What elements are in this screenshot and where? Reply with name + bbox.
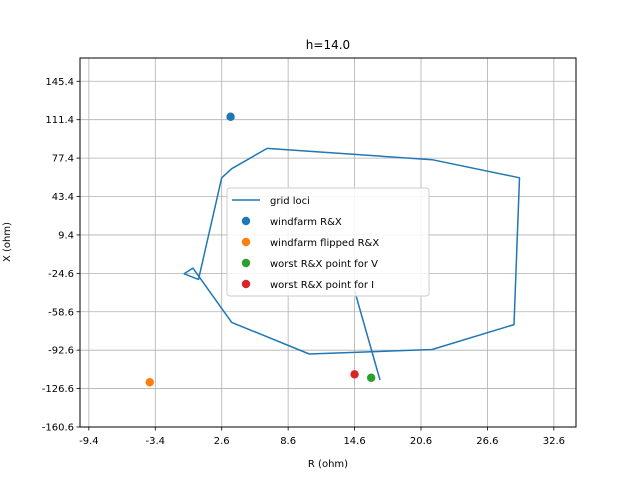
y-axis-title: X (ohm) xyxy=(2,222,13,262)
y-tick-label: -160.6 xyxy=(42,423,74,434)
y-tick-label: 43.4 xyxy=(52,192,74,203)
y-tick-label: -58.6 xyxy=(48,307,74,318)
x-tick-label: 14.6 xyxy=(343,436,365,447)
chart-title: h=14.0 xyxy=(306,38,350,52)
point-windfarm-flipped-r-x xyxy=(145,378,154,387)
x-tick-label: 20.6 xyxy=(410,436,432,447)
x-tick-label: -9.4 xyxy=(79,436,99,447)
legend-label: worst R&X point for I xyxy=(270,280,374,291)
legend-dot-swatch xyxy=(241,279,251,289)
tick-layer: -9.4 -3.4 2.6 8.6 14.6 20.6 26.6 32.6 -160.6 -126… xyxy=(42,77,565,447)
y-tick-label: 145.4 xyxy=(45,77,74,88)
x-tick-label: 26.6 xyxy=(476,436,498,447)
legend-dot-swatch xyxy=(241,237,251,247)
y-tick-label: 111.4 xyxy=(45,115,74,126)
y-tick-label: -126.6 xyxy=(42,384,74,395)
grid-loci-line xyxy=(183,147,521,355)
x-axis-title: R (ohm) xyxy=(308,459,348,470)
point-windfarm-r-x xyxy=(226,112,235,121)
legend-box xyxy=(226,187,430,297)
grid-layer xyxy=(80,58,576,428)
x-tick-label: 32.6 xyxy=(543,436,565,447)
legend: grid loci windfarm R&X windfarm flipped R&… xyxy=(226,187,430,297)
plot-frame xyxy=(79,57,577,428)
data-layer xyxy=(145,112,521,387)
y-tick-label: -24.6 xyxy=(48,269,74,280)
x-tick-label: 2.6 xyxy=(214,436,230,447)
legend-dot-swatch xyxy=(241,216,251,226)
legend-label: worst R&X point for V xyxy=(270,259,378,270)
legend-label: windfarm flipped R&X xyxy=(270,238,379,249)
y-tick-label: -92.6 xyxy=(48,346,74,357)
grid-loci-line xyxy=(353,290,381,381)
legend-dot-swatch xyxy=(241,258,251,268)
point-worst-r-x-point-for-i xyxy=(350,370,359,379)
point-worst-r-x-point-for-v xyxy=(366,373,376,382)
legend-items: grid loci windfarm R&X windfarm flipped R&… xyxy=(232,196,379,291)
x-tick-label: 8.6 xyxy=(280,436,296,447)
y-tick-label: 77.4 xyxy=(52,154,74,165)
legend-label: grid loci xyxy=(270,196,310,207)
legend-label: windfarm R&X xyxy=(270,217,342,228)
y-tick-label: 9.4 xyxy=(58,230,74,241)
x-tick-label: -3.4 xyxy=(146,436,166,447)
